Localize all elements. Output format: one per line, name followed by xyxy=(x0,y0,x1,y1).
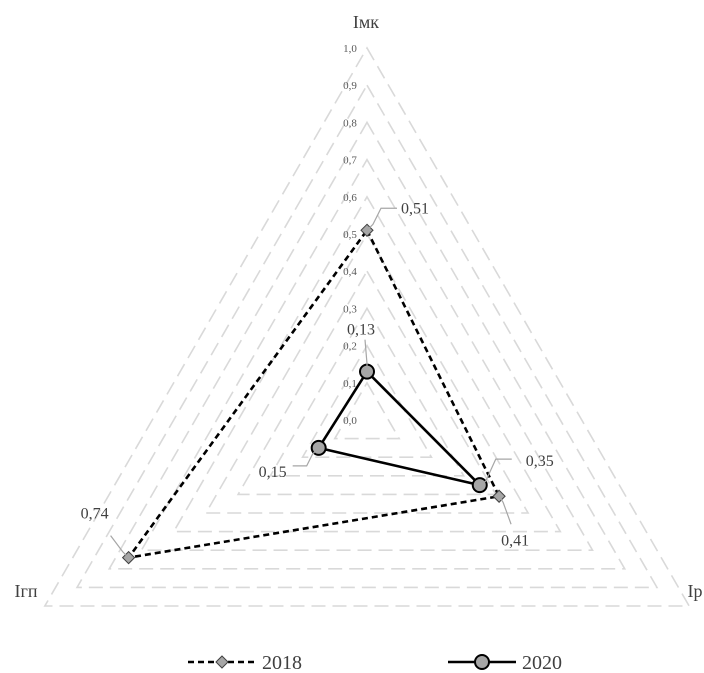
leader-line xyxy=(366,207,397,231)
data-labels: 0,51 0,41 0,74 0,13 0,35 0,15 xyxy=(81,200,554,559)
axis-labels: Iмк Iр Iгп xyxy=(14,12,702,601)
grid-ring xyxy=(301,344,433,459)
series-line-2020 xyxy=(317,370,482,487)
grid-ring xyxy=(268,306,466,477)
tick-label: 0,8 xyxy=(343,117,357,129)
tick-label: 0,0 xyxy=(343,415,357,427)
tick-label: 0,3 xyxy=(343,303,357,315)
leader-line xyxy=(110,535,130,559)
grid-ring xyxy=(333,381,401,440)
series-line-2018 xyxy=(127,228,501,559)
tick-label: 0,1 xyxy=(343,378,357,390)
data-label: 0,51 xyxy=(401,200,429,217)
tick-label: 0,6 xyxy=(343,192,357,204)
tick-labels: 0,0 0,1 0,2 0,3 0,4 0,5 0,6 0,7 0,8 0,9 1,0 xyxy=(343,43,357,427)
legend: 2018 2020 xyxy=(188,652,562,673)
tick-label: 0,7 xyxy=(343,155,357,167)
legend-label: 2020 xyxy=(522,652,562,673)
tick-label: 0,2 xyxy=(343,341,357,353)
data-label: 0,41 xyxy=(501,532,529,549)
leader-line xyxy=(498,495,512,525)
leader-line xyxy=(292,447,320,467)
tick-label: 0,4 xyxy=(343,266,357,278)
data-label: 0,15 xyxy=(259,464,287,481)
data-label: 0,74 xyxy=(81,506,109,523)
grid-ring xyxy=(140,158,594,552)
axis-label: Iр xyxy=(688,581,703,601)
grid-ring xyxy=(107,120,627,570)
leader-line xyxy=(364,339,368,372)
axis-label: Iмк xyxy=(353,12,379,32)
tick-label: 1,0 xyxy=(343,43,357,55)
data-label: 0,13 xyxy=(347,322,375,339)
legend-marker-diamond xyxy=(215,655,229,669)
leader-line xyxy=(479,458,512,486)
tick-label: 0,5 xyxy=(343,229,357,241)
legend-label: 2018 xyxy=(262,652,302,673)
grid-ring xyxy=(236,269,498,496)
grid-ring xyxy=(43,46,691,607)
axis-label: Iгп xyxy=(14,581,37,601)
data-label: 0,35 xyxy=(526,453,554,470)
tick-label: 0,9 xyxy=(343,80,357,92)
grid-ring xyxy=(75,83,659,589)
grid-ring xyxy=(204,232,530,514)
legend-marker-circle xyxy=(474,654,490,670)
